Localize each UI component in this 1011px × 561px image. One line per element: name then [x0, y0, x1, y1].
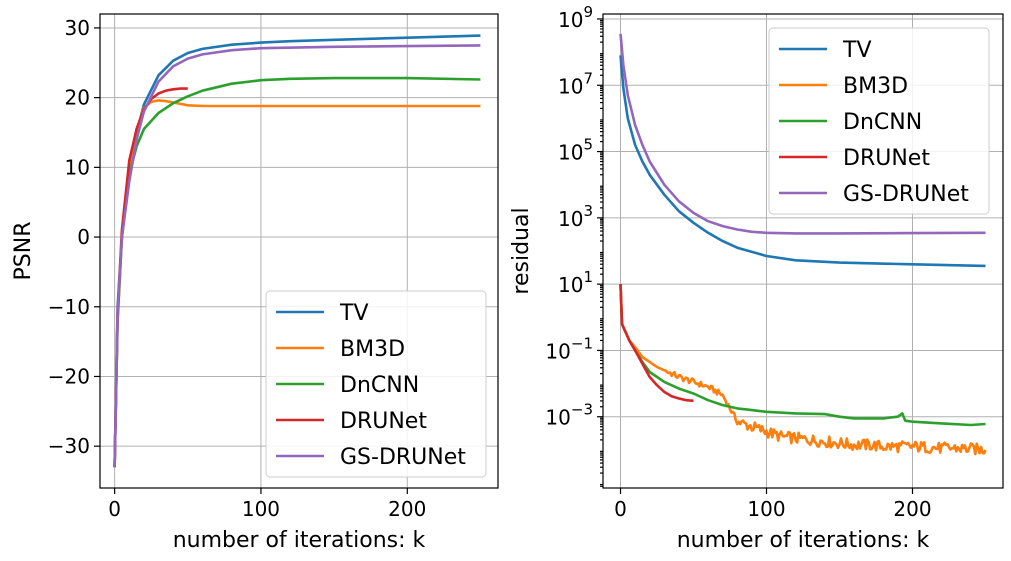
series-line-gs-drunet [113, 44, 481, 468]
x-tick-label: 100 [242, 497, 280, 521]
legend: TV BM3D DnCNN DRUNet GS-DRUNet [265, 290, 487, 478]
x-tick-label: 200 [893, 497, 931, 521]
y-tick-label: −20 [48, 364, 90, 388]
legend-label: DRUNet [340, 409, 427, 434]
legend-label: GS-DRUNet [843, 182, 969, 207]
legend-label: DnCNN [340, 373, 419, 398]
y-tick-label: 10 [65, 155, 90, 179]
legend-label: DnCNN [843, 110, 922, 135]
y-tick-label: 10−1 [545, 334, 593, 363]
legend-label: BM3D [843, 74, 908, 99]
x-tick-label: 200 [388, 497, 426, 521]
chart-panel-2: 0 100 200 109 107 105 103 101 10−1 10−3 number of … [509, 3, 1004, 553]
legend: TV BM3D DnCNN DRUNet GS-DRUNet [768, 27, 990, 215]
legend-label: GS-DRUNet [340, 445, 466, 470]
legend-label: DRUNet [843, 146, 930, 171]
x-tick-label: 100 [747, 497, 785, 521]
series-line-drunet [619, 284, 694, 403]
y-tick-label: −30 [48, 434, 90, 458]
series-line-dncnn [619, 284, 986, 427]
x-tick-label: 0 [108, 497, 121, 521]
x-axis-label: number of iterations: k [677, 528, 930, 553]
x-axis-label: number of iterations: k [173, 528, 426, 553]
y-tick-label: 105 [558, 136, 593, 165]
y-axis-label: residual [509, 207, 534, 294]
plot-frame [602, 13, 1004, 489]
legend-label: BM3D [340, 337, 405, 362]
y-axis-label: PSNR [11, 222, 36, 281]
y-tick-label: 109 [558, 3, 593, 32]
x-tick-label: 0 [614, 497, 627, 521]
legend-box [265, 290, 487, 478]
series-line-tv [619, 55, 986, 268]
y-tick-label: 10−3 [545, 401, 593, 430]
series-line-drunet [113, 87, 188, 468]
y-tick-label: 103 [558, 202, 593, 231]
y-tick-label: 30 [65, 16, 90, 40]
series-line-bm3d [619, 284, 987, 456]
y-tick-label: 0 [77, 225, 90, 249]
legend-label: TV [339, 301, 369, 326]
plot-frame [99, 13, 499, 489]
y-tick-label: −10 [48, 295, 90, 319]
y-tick-label: 20 [65, 86, 90, 110]
series-line-gs-drunet [619, 33, 986, 235]
legend-label: TV [842, 38, 872, 63]
legend-box [768, 27, 990, 215]
y-tick-label: 101 [558, 268, 593, 297]
y-tick-label: 107 [558, 69, 593, 98]
